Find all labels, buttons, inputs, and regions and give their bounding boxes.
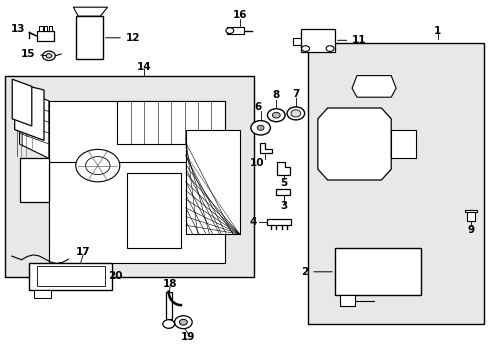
Text: 4: 4 <box>248 217 256 227</box>
Polygon shape <box>49 101 224 241</box>
Polygon shape <box>351 76 395 97</box>
Text: 10: 10 <box>249 158 264 168</box>
Circle shape <box>301 46 309 51</box>
Circle shape <box>290 110 300 117</box>
Circle shape <box>174 316 192 329</box>
Polygon shape <box>20 90 49 158</box>
Text: 20: 20 <box>107 271 122 282</box>
Circle shape <box>257 125 264 130</box>
Polygon shape <box>464 210 476 212</box>
Polygon shape <box>39 26 42 31</box>
Text: 9: 9 <box>467 225 473 235</box>
Circle shape <box>42 51 55 60</box>
Polygon shape <box>20 158 49 202</box>
Circle shape <box>267 109 285 122</box>
Polygon shape <box>117 101 224 144</box>
Text: 17: 17 <box>76 247 90 257</box>
Text: 15: 15 <box>20 49 46 59</box>
Circle shape <box>325 46 333 51</box>
Circle shape <box>85 157 110 175</box>
Polygon shape <box>73 7 107 16</box>
Text: 6: 6 <box>254 102 261 112</box>
Polygon shape <box>293 38 300 45</box>
Circle shape <box>163 320 174 328</box>
Circle shape <box>225 28 233 33</box>
Text: 12: 12 <box>105 33 140 43</box>
Text: 13: 13 <box>11 24 34 35</box>
Polygon shape <box>317 108 390 180</box>
Circle shape <box>76 149 120 182</box>
Polygon shape <box>12 79 32 126</box>
Polygon shape <box>277 162 289 175</box>
Text: 5: 5 <box>280 178 286 188</box>
Polygon shape <box>466 210 474 221</box>
Text: 19: 19 <box>181 332 195 342</box>
Circle shape <box>179 319 187 325</box>
Polygon shape <box>49 162 224 263</box>
Polygon shape <box>15 83 44 140</box>
Polygon shape <box>300 29 334 52</box>
Text: 2: 2 <box>301 267 331 277</box>
Text: 18: 18 <box>163 279 177 289</box>
Circle shape <box>272 112 280 118</box>
Polygon shape <box>307 43 483 324</box>
Text: 3: 3 <box>280 201 286 211</box>
Polygon shape <box>390 130 415 158</box>
Polygon shape <box>267 219 290 225</box>
Polygon shape <box>185 130 239 234</box>
Circle shape <box>250 121 270 135</box>
Text: 7: 7 <box>291 89 299 99</box>
Polygon shape <box>276 189 289 195</box>
Polygon shape <box>5 76 254 277</box>
Polygon shape <box>227 27 244 34</box>
Polygon shape <box>127 173 181 248</box>
Polygon shape <box>334 248 420 295</box>
Polygon shape <box>44 26 47 31</box>
Text: 8: 8 <box>272 90 279 100</box>
Text: 11: 11 <box>337 35 366 45</box>
Text: 1: 1 <box>433 26 440 36</box>
Polygon shape <box>29 263 112 290</box>
Polygon shape <box>165 292 171 319</box>
Polygon shape <box>37 31 54 41</box>
Polygon shape <box>34 290 51 298</box>
Polygon shape <box>49 26 52 31</box>
Text: 14: 14 <box>137 62 151 72</box>
Circle shape <box>46 54 52 58</box>
Polygon shape <box>76 16 102 59</box>
Polygon shape <box>259 143 271 153</box>
Text: 16: 16 <box>232 10 246 21</box>
Polygon shape <box>339 295 354 306</box>
Circle shape <box>286 107 304 120</box>
